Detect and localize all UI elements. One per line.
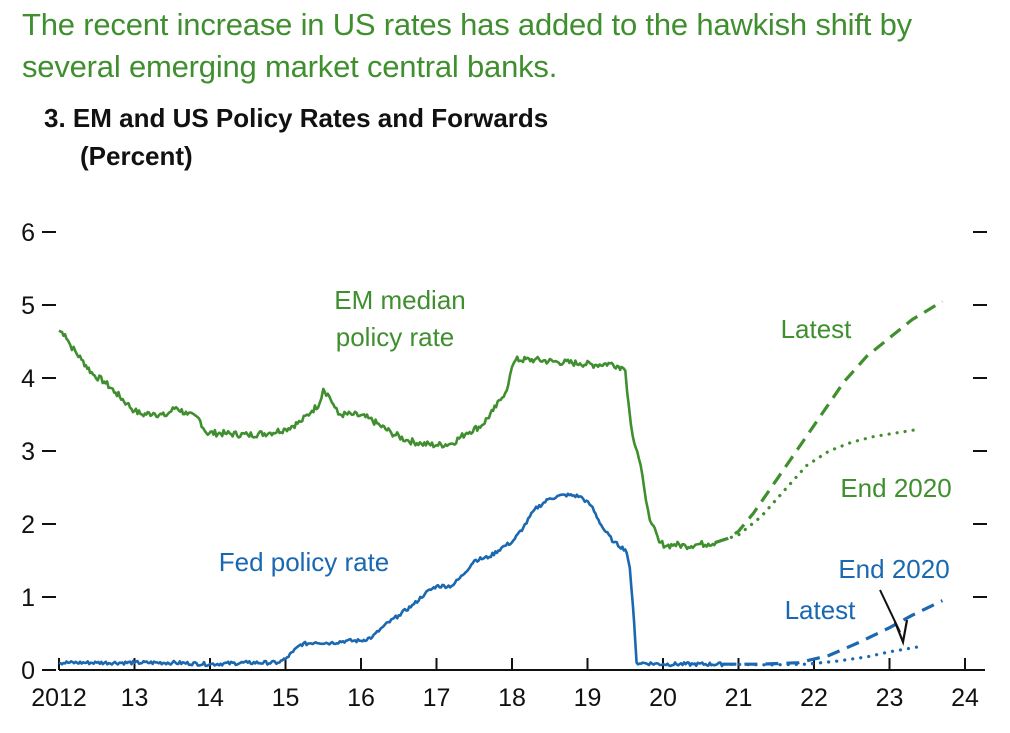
y-tick-label: 1: [21, 584, 35, 612]
x-tick-label: 13: [121, 684, 149, 712]
headline: The recent increase in US rates has adde…: [22, 4, 992, 88]
x-tick-label: 21: [725, 684, 753, 712]
x-tick-label: 17: [423, 684, 451, 712]
x-tick-label: 24: [951, 684, 979, 712]
series-em-forward-latest: [715, 300, 944, 544]
chart-series: [58, 300, 944, 668]
y-tick-label: 4: [21, 365, 35, 393]
x-tick-label: 14: [196, 684, 224, 712]
annotation-fed-policy-rate: Fed policy rate: [219, 547, 390, 577]
x-tick-label: 16: [347, 684, 375, 712]
series-fed-forward-end-2020: [721, 645, 922, 667]
annotation-end-2020: End 2020: [840, 473, 951, 503]
x-tick-label: 19: [574, 684, 602, 712]
annotation-latest: Latest: [785, 595, 857, 625]
x-tick-label: 22: [800, 684, 828, 712]
chart-unit-label: (Percent): [80, 141, 193, 171]
end-2020-arrow-head: [893, 619, 909, 646]
chart-title: 3. EM and US Policy Rates and Forwards: [44, 103, 549, 133]
x-tick-label: 18: [498, 684, 526, 712]
y-tick-label: 2: [21, 511, 35, 539]
y-tick-label: 5: [21, 292, 35, 320]
headline-line-2: several emerging market central banks.: [22, 49, 558, 84]
headline-line-1: The recent increase in US rates has adde…: [22, 7, 912, 42]
x-tick-label: 15: [272, 684, 300, 712]
x-tick-label: 2012: [31, 684, 87, 712]
y-tick-label: 6: [21, 219, 35, 247]
series-fed-policy-rate: [58, 492, 725, 668]
annotation-em-median: EM median: [334, 285, 466, 315]
y-tick-label: 0: [21, 657, 35, 685]
x-tick-label: 23: [876, 684, 904, 712]
series-fed-forward-latest: [723, 599, 944, 666]
annotation-latest: Latest: [781, 314, 853, 344]
annotation-policy-rate: policy rate: [336, 322, 455, 352]
annotation-end-2020: End 2020: [838, 554, 949, 584]
series-em-median-policy-rate: [58, 329, 718, 551]
chart-annotations: EM median policy rate Latest End 2020 Fed po…: [219, 285, 952, 646]
x-tick-label: 20: [649, 684, 677, 712]
y-tick-label: 3: [21, 438, 35, 466]
